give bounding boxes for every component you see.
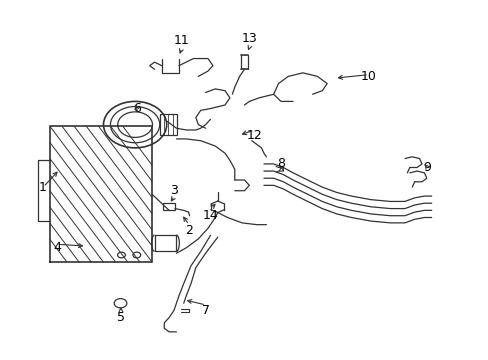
Text: 14: 14 xyxy=(202,209,218,222)
Bar xyxy=(163,203,175,210)
Text: 1: 1 xyxy=(39,181,46,194)
Text: 6: 6 xyxy=(133,102,141,115)
Bar xyxy=(160,114,177,135)
Text: 3: 3 xyxy=(170,184,178,197)
Text: 5: 5 xyxy=(116,311,124,324)
Text: 2: 2 xyxy=(184,224,192,237)
Text: 11: 11 xyxy=(173,34,189,47)
Text: 10: 10 xyxy=(360,70,376,83)
Text: 12: 12 xyxy=(246,129,262,142)
Text: 9: 9 xyxy=(422,161,430,174)
Text: 4: 4 xyxy=(53,241,61,255)
Text: 13: 13 xyxy=(241,32,257,45)
Text: 7: 7 xyxy=(201,304,209,317)
Text: 8: 8 xyxy=(276,157,285,170)
